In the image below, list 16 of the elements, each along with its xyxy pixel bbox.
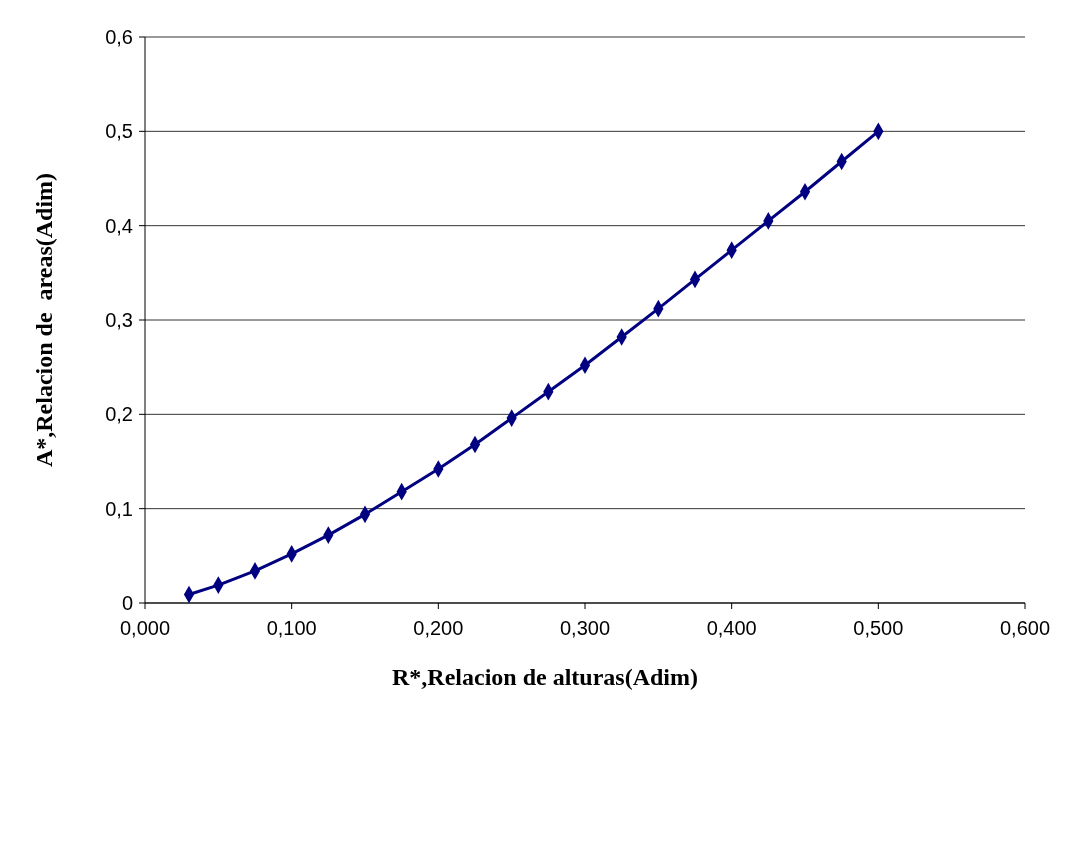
y-tick-label: 0,6 (105, 26, 133, 48)
y-tick-label: 0,1 (105, 497, 133, 520)
x-tick-label: 0,300 (559, 617, 611, 639)
y-tick-label: 0 (121, 592, 133, 614)
x-tick-label: 0,000 (119, 617, 171, 639)
x-tick-label: 0,200 (413, 617, 464, 639)
x-tick-label: 0,100 (266, 617, 317, 639)
x-axis-title: R*,Relacion de alturas(Adim) (392, 664, 698, 690)
y-tick-label: 0,3 (105, 309, 133, 331)
y-tick-label: 0,2 (105, 403, 133, 426)
x-tick-label: 0,600 (999, 617, 1051, 639)
y-tick-label: 0,4 (105, 214, 133, 237)
x-tick-label: 0,400 (706, 617, 757, 639)
x-tick-label: 0,500 (853, 617, 904, 639)
y-tick-label: 0,5 (105, 120, 133, 143)
y-axis-title: A*,Relacion de areas(Adim) (31, 172, 57, 468)
